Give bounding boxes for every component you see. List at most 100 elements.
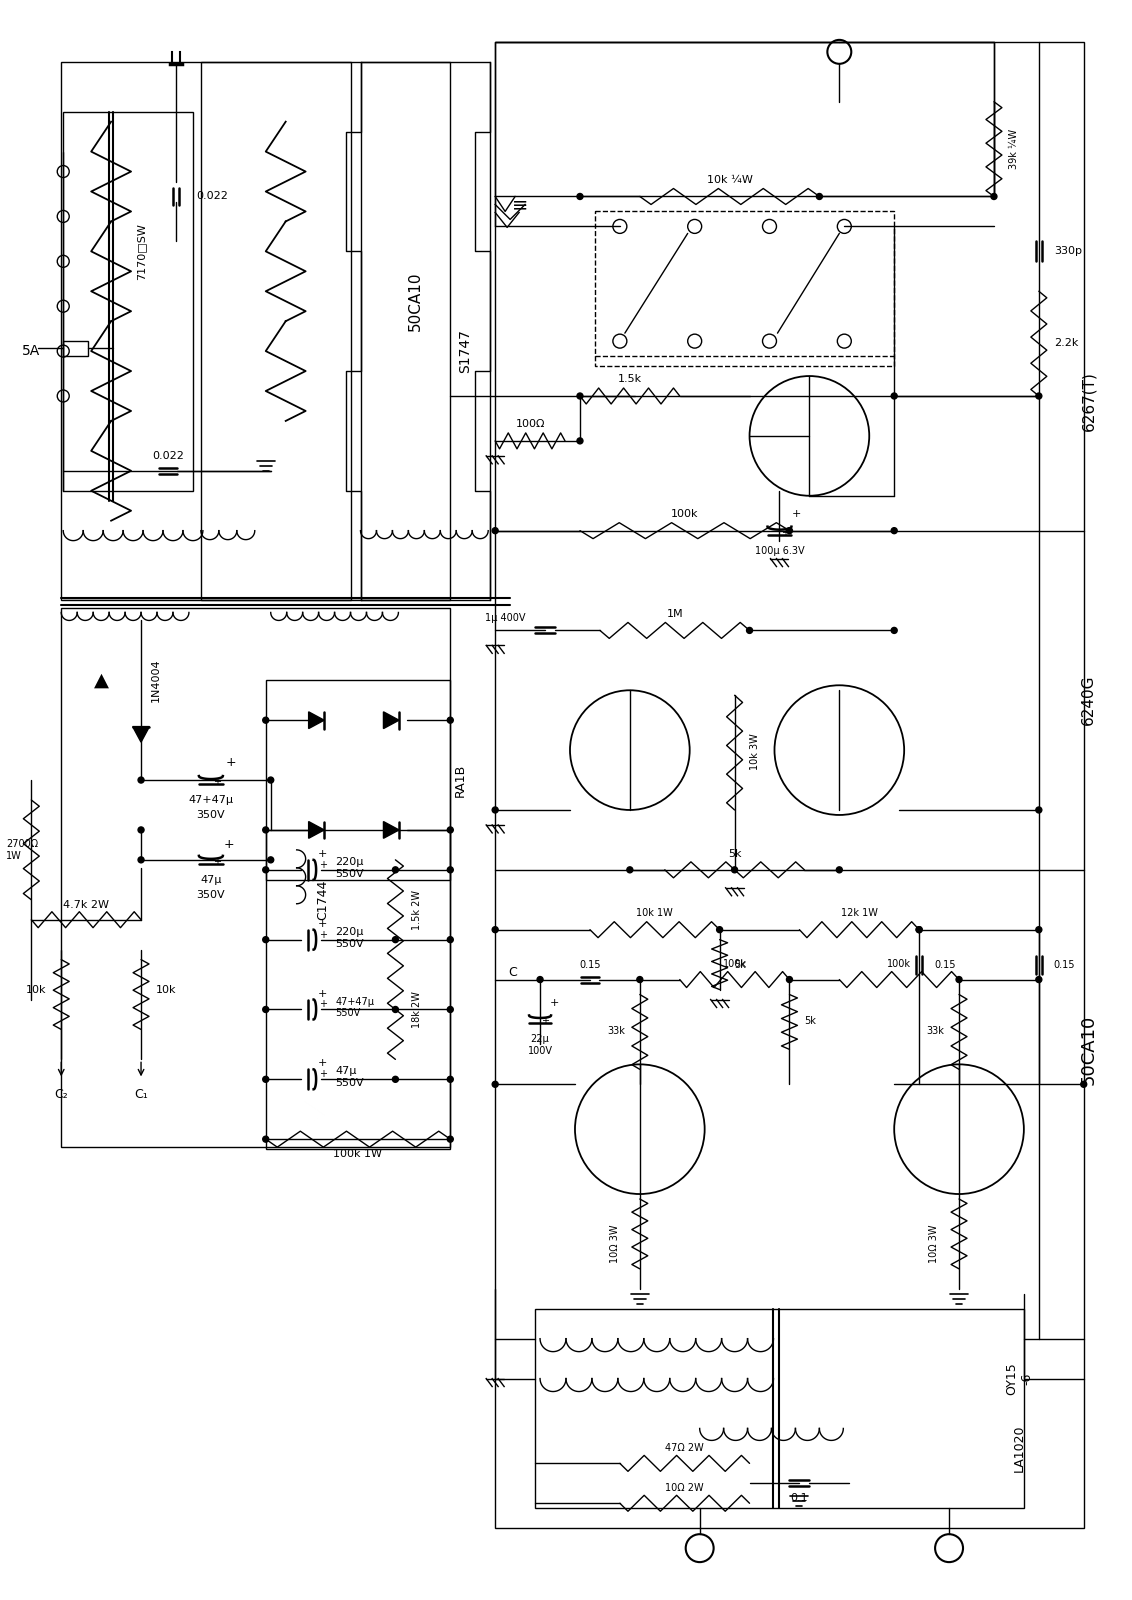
Circle shape (787, 976, 792, 982)
Text: C1744: C1744 (316, 880, 329, 920)
Text: +: + (318, 918, 327, 928)
Text: +: + (781, 528, 789, 538)
Text: +: + (318, 930, 327, 939)
Polygon shape (384, 821, 398, 838)
Text: 0.022: 0.022 (196, 192, 228, 202)
Text: RA1B: RA1B (454, 763, 466, 797)
Text: 47+47µ: 47+47µ (335, 997, 375, 1006)
Text: +: + (541, 1016, 549, 1027)
Text: 220µ: 220µ (335, 926, 365, 936)
Circle shape (787, 528, 792, 534)
Circle shape (731, 867, 738, 874)
Text: +: + (318, 1000, 327, 1010)
Text: 550V: 550V (335, 1008, 361, 1019)
Circle shape (138, 778, 144, 782)
Text: 0.022: 0.022 (152, 451, 183, 461)
Circle shape (393, 1006, 398, 1013)
Text: +: + (223, 838, 234, 851)
Circle shape (891, 627, 898, 634)
Text: 550V: 550V (335, 869, 365, 878)
Circle shape (1036, 394, 1041, 398)
Text: 1N4004: 1N4004 (151, 659, 161, 702)
Circle shape (263, 867, 268, 874)
Circle shape (990, 194, 997, 200)
Text: 47µ: 47µ (335, 1066, 357, 1077)
Text: 5k: 5k (735, 960, 746, 970)
Text: +: + (549, 997, 559, 1008)
Text: +: + (791, 509, 801, 518)
Circle shape (268, 858, 274, 862)
Text: 47+47µ: 47+47µ (188, 795, 233, 805)
Text: 10Ω 2W: 10Ω 2W (666, 1483, 704, 1493)
Text: +: + (318, 1069, 327, 1080)
Text: +: + (318, 859, 327, 870)
Text: +: + (318, 1058, 327, 1069)
Text: ▲: ▲ (94, 670, 109, 690)
Circle shape (1036, 926, 1041, 933)
Circle shape (916, 926, 923, 933)
Text: 47µ: 47µ (200, 875, 222, 885)
Text: 10k: 10k (156, 984, 177, 995)
Circle shape (637, 976, 643, 982)
Circle shape (492, 806, 498, 813)
Text: 100Ω: 100Ω (515, 419, 544, 429)
Circle shape (1081, 1082, 1087, 1088)
Circle shape (492, 1082, 498, 1088)
Circle shape (263, 1077, 268, 1082)
Text: 0.15: 0.15 (580, 960, 601, 970)
Text: 550V: 550V (335, 1078, 365, 1088)
Circle shape (577, 438, 583, 443)
Text: 100µ 6.3V: 100µ 6.3V (755, 546, 805, 555)
Text: 330p: 330p (1054, 246, 1082, 256)
Circle shape (447, 1136, 453, 1142)
Polygon shape (384, 712, 398, 728)
Text: 100k: 100k (671, 509, 698, 518)
Text: C₁: C₁ (135, 1088, 148, 1101)
Text: 1µ 400V: 1µ 400V (484, 613, 525, 624)
Text: 7170□SW: 7170□SW (136, 222, 146, 280)
Text: 50CA10: 50CA10 (1080, 1014, 1098, 1085)
Circle shape (627, 867, 633, 874)
Text: +: + (213, 778, 221, 787)
Text: 12k 1W: 12k 1W (841, 907, 877, 918)
Circle shape (577, 194, 583, 200)
Circle shape (447, 717, 453, 723)
Text: 0.1: 0.1 (790, 1493, 808, 1504)
Circle shape (916, 926, 923, 933)
Circle shape (138, 858, 144, 862)
Polygon shape (309, 821, 324, 838)
Text: 1.5k 2W: 1.5k 2W (412, 890, 422, 930)
Text: +: + (318, 850, 327, 859)
Text: ≡: ≡ (512, 195, 529, 214)
Text: 10k ¼W: 10k ¼W (706, 174, 753, 184)
Circle shape (957, 976, 962, 982)
Circle shape (263, 1006, 268, 1013)
Circle shape (138, 827, 144, 834)
Text: 10Ω 3W: 10Ω 3W (929, 1224, 940, 1262)
Text: 5k: 5k (728, 850, 741, 859)
Circle shape (263, 827, 268, 834)
Text: 33k: 33k (607, 1027, 625, 1037)
Circle shape (1036, 976, 1041, 982)
Circle shape (268, 778, 274, 782)
Text: S1747: S1747 (458, 330, 472, 373)
Text: C: C (508, 966, 517, 979)
Circle shape (393, 936, 398, 942)
Circle shape (447, 1077, 453, 1082)
Text: 1M: 1M (667, 610, 683, 619)
Text: 5A: 5A (23, 344, 41, 358)
Text: +: + (225, 755, 237, 768)
Text: 50CA10: 50CA10 (408, 272, 423, 331)
Text: 100k: 100k (887, 958, 911, 968)
Text: 550V: 550V (335, 939, 365, 949)
Text: 220µ: 220µ (335, 858, 365, 867)
Circle shape (263, 717, 268, 723)
Text: 0.15: 0.15 (1054, 960, 1075, 970)
Text: 350V: 350V (197, 890, 225, 899)
Text: 10Ω 3W: 10Ω 3W (610, 1224, 620, 1262)
Circle shape (717, 926, 722, 933)
Text: 1.5k: 1.5k (618, 374, 642, 384)
Circle shape (891, 528, 898, 534)
Text: 2.2k: 2.2k (1054, 338, 1078, 349)
Circle shape (263, 1136, 268, 1142)
